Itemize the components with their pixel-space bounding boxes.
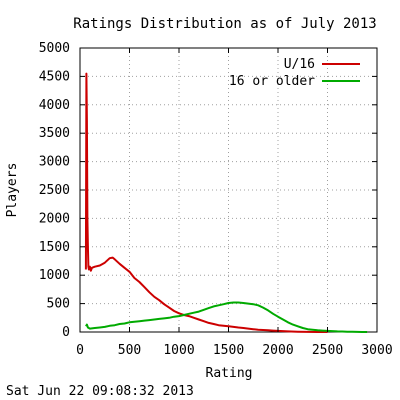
- x-tick-label: 1500: [213, 343, 244, 358]
- y-tick-label: 4000: [39, 98, 70, 113]
- y-tick-label: 500: [47, 297, 70, 312]
- y-tick-label: 4500: [39, 69, 70, 84]
- y-tick-label: 3000: [39, 155, 70, 170]
- legend: U/16 16 or older: [229, 57, 360, 89]
- x-tick-label: 0: [76, 343, 84, 358]
- y-tick-label: 2000: [39, 211, 70, 226]
- grid-layer: [80, 48, 377, 332]
- y-tick-label: 1500: [39, 240, 70, 255]
- x-tick-label: 2000: [262, 343, 293, 358]
- y-axis-label: Players: [5, 163, 20, 218]
- y-tick-label: 3500: [39, 126, 70, 141]
- series-layer: [84, 72, 368, 333]
- y-tick-label: 1000: [39, 268, 70, 283]
- y-tick-label: 2500: [39, 183, 70, 198]
- y-tick-label: 0: [62, 325, 70, 340]
- x-tick-label: 3000: [361, 343, 392, 358]
- legend-label: U/16: [284, 57, 315, 72]
- chart-title: Ratings Distribution as of July 2013: [73, 16, 376, 32]
- y-tick-label: 5000: [39, 41, 70, 56]
- series-line-16-or-older: [85, 301, 368, 333]
- x-tick-label: 500: [118, 343, 141, 358]
- series-line-u16: [84, 72, 328, 333]
- x-tick-label: 2500: [312, 343, 343, 358]
- x-tick-label: 1000: [163, 343, 194, 358]
- footer-timestamp: Sat Jun 22 09:08:32 2013: [6, 384, 194, 399]
- ticks-layer: 0 500 1000 1500 2000 2500 3000 0 500 1000 1500 2000…: [39, 41, 393, 358]
- x-axis-label: Rating: [206, 366, 253, 381]
- legend-label: 16 or older: [229, 74, 315, 89]
